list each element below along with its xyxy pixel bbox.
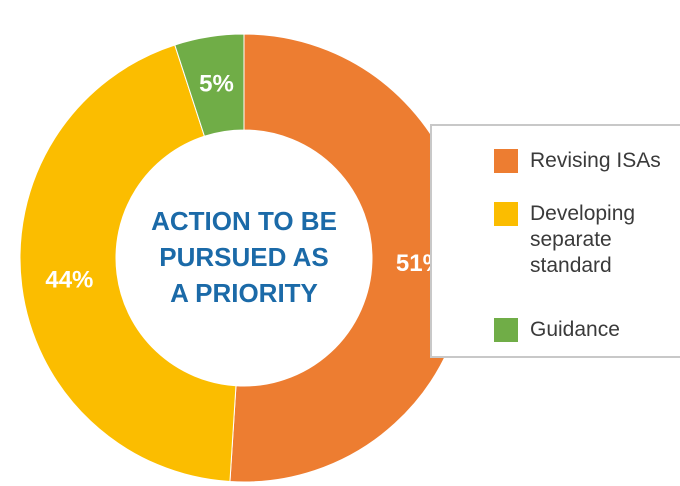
legend-label: Guidance [530,317,680,343]
chart-title-line: PURSUED AS [159,242,329,272]
slice-label-guidance: 5% [199,71,234,98]
legend-label-line: Guidance [530,318,620,341]
slice-revising-isas [229,33,469,483]
legend-label-line: standard [530,254,612,277]
donut-hole [117,131,371,385]
legend-swatch [494,149,518,173]
chart-title-line: ACTION TO BE [151,206,337,236]
legend-swatch [494,202,518,226]
legend-item-developing-separate-standard: Developing separate standard [494,201,680,279]
legend-item-revising-isas: Revising ISAs [494,148,680,174]
legend-label: Developing separate standard [530,201,680,279]
legend-label-line: Revising ISAs [530,149,661,172]
legend: Revising ISAs Developing separate standa… [430,124,680,358]
slice-label-developing-separate-standard: 44% [45,267,93,294]
chart-title: ACTION TO BE PURSUED AS A PRIORITY [118,203,370,311]
legend-label-line: Developing [530,202,636,225]
slice-guidance [174,33,245,137]
legend-item-guidance: Guidance [494,317,680,343]
chart-title-line: A PRIORITY [170,278,318,308]
legend-label: Revising ISAs [530,148,680,174]
legend-label-line: separate [530,228,612,251]
legend-swatch [494,318,518,342]
slice-developing-separate-standard [19,44,237,483]
